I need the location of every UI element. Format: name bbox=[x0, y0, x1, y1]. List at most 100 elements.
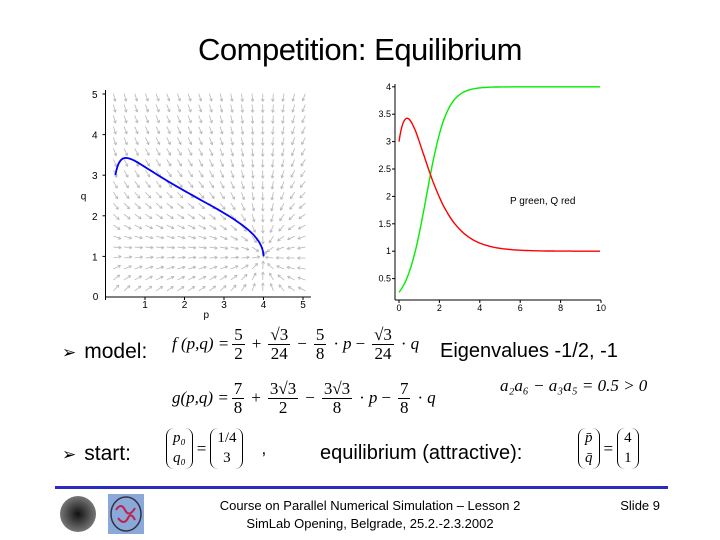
field-arrow bbox=[291, 159, 296, 167]
field-arrow bbox=[166, 224, 175, 229]
field-arrow bbox=[177, 286, 185, 292]
field-arrowhead bbox=[287, 285, 292, 290]
field-arrowhead bbox=[157, 152, 161, 156]
field-arrow bbox=[134, 148, 139, 156]
field-arrowhead bbox=[301, 141, 305, 145]
footer-text: Course on Parallel Numerical Simulation … bbox=[180, 497, 560, 533]
field-arrowhead bbox=[113, 141, 117, 146]
field-arrowhead bbox=[209, 141, 214, 146]
field-arrow bbox=[134, 285, 142, 292]
field-arrowhead bbox=[271, 120, 275, 124]
model-label: model: bbox=[84, 340, 148, 363]
equilibrium-label: equilibrium (attractive): bbox=[320, 442, 523, 464]
y-tick-label: 2 bbox=[92, 212, 98, 223]
field-arrow bbox=[241, 203, 246, 211]
field-arrowhead bbox=[135, 141, 139, 146]
field-arrow bbox=[134, 126, 139, 135]
field-arrowhead bbox=[210, 152, 214, 157]
field-arrowhead bbox=[203, 255, 207, 260]
field-arrowhead bbox=[126, 195, 130, 199]
field-arrow bbox=[271, 192, 274, 201]
field-arrowhead bbox=[240, 120, 245, 124]
field-arrow bbox=[198, 266, 207, 270]
field-arrow bbox=[241, 235, 248, 242]
field-arrow bbox=[177, 115, 181, 124]
field-arrowhead bbox=[149, 265, 154, 269]
y-tick-label: 4 bbox=[92, 131, 98, 142]
field-arrowhead bbox=[200, 184, 204, 189]
field-arrowhead bbox=[112, 98, 117, 102]
field-arrowhead bbox=[192, 236, 196, 240]
field-arrow bbox=[219, 192, 225, 200]
field-arrowhead bbox=[280, 153, 285, 157]
field-arrowhead bbox=[134, 109, 139, 113]
field-arrowhead bbox=[127, 285, 131, 289]
field-arrowhead bbox=[289, 206, 293, 210]
field-arrowhead bbox=[235, 265, 239, 269]
x-tick-label: 1 bbox=[142, 300, 148, 311]
field-arrow bbox=[291, 126, 296, 135]
field-arrowhead bbox=[210, 174, 214, 178]
field-arrowhead bbox=[202, 226, 207, 230]
field-arrow bbox=[292, 93, 296, 102]
field-arrow bbox=[188, 246, 197, 249]
field-arrowhead bbox=[222, 216, 227, 221]
field-arrowhead bbox=[250, 98, 255, 102]
field-arrow bbox=[209, 266, 218, 270]
field-arrowhead bbox=[146, 141, 150, 145]
field-arrow bbox=[278, 224, 285, 232]
field-arrow bbox=[198, 104, 202, 113]
field-arrowhead bbox=[301, 98, 306, 102]
field-arrow bbox=[134, 202, 141, 209]
field-arrow bbox=[145, 93, 149, 102]
field-arrowhead bbox=[279, 207, 284, 211]
field-arrow bbox=[113, 202, 119, 210]
field-arrowhead bbox=[234, 237, 239, 241]
field-arrow bbox=[113, 284, 120, 292]
y-tick-label: 3.5 bbox=[378, 109, 391, 119]
field-arrow bbox=[251, 203, 255, 212]
field-arrowhead bbox=[161, 255, 165, 260]
field-arrow bbox=[219, 181, 225, 189]
field-arrow bbox=[113, 224, 121, 230]
field-arrowhead bbox=[198, 109, 203, 113]
field-arrowhead bbox=[202, 275, 207, 280]
field-arrowhead bbox=[260, 186, 265, 190]
field-arrowhead bbox=[281, 109, 285, 113]
field-arrow bbox=[279, 203, 285, 211]
field-arrow bbox=[265, 256, 274, 259]
field-arrowhead bbox=[188, 130, 192, 135]
field-arrow bbox=[198, 115, 202, 124]
field-arrow bbox=[134, 246, 143, 249]
field-arrow bbox=[166, 159, 172, 167]
field-arrow bbox=[113, 93, 116, 102]
field-arrowhead bbox=[221, 195, 225, 200]
field-arrow bbox=[123, 275, 131, 281]
field-arrowhead bbox=[125, 184, 129, 189]
field-arrowhead bbox=[214, 246, 218, 250]
field-arrow bbox=[134, 181, 140, 188]
field-arrowhead bbox=[219, 120, 224, 124]
field-arrow bbox=[301, 137, 306, 145]
field-arrowhead bbox=[281, 98, 285, 102]
field-arrowhead bbox=[220, 174, 225, 178]
qbar: q̄ bbox=[585, 449, 593, 466]
field-arrowhead bbox=[270, 207, 274, 212]
field-arrowhead bbox=[116, 274, 121, 278]
field-arrow bbox=[251, 148, 254, 157]
field-arrowhead bbox=[145, 98, 149, 102]
field-arrowhead bbox=[260, 131, 265, 135]
field-arrow bbox=[187, 115, 192, 124]
field-arrow bbox=[134, 191, 141, 199]
field-arrowhead bbox=[191, 205, 195, 209]
field-arrow bbox=[145, 266, 154, 270]
field-arrowhead bbox=[291, 120, 295, 124]
field-arrow bbox=[251, 104, 254, 113]
field-arrowhead bbox=[260, 175, 265, 179]
field-arrowhead bbox=[286, 246, 290, 251]
field-arrowhead bbox=[124, 109, 128, 113]
field-arrow bbox=[113, 181, 118, 189]
field-arrow bbox=[230, 159, 234, 168]
